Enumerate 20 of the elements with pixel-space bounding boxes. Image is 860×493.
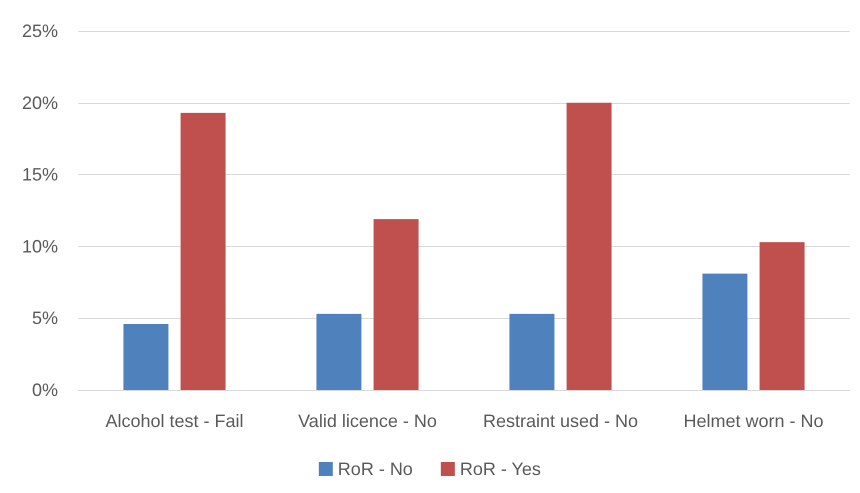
x-tick-label: Restraint used - No [482, 411, 638, 431]
bar [566, 102, 612, 390]
x-tick-label: Alcohol test - Fail [105, 411, 244, 431]
y-tick-label: 15% [22, 164, 58, 185]
legend-label: RoR - Yes [460, 459, 541, 479]
bar [316, 314, 362, 390]
bar [180, 112, 226, 390]
y-tick-label: 25% [22, 21, 58, 41]
y-tick-label: 10% [22, 236, 58, 256]
x-tick-label: Helmet worn - No [683, 411, 824, 431]
bar [509, 314, 554, 390]
y-tick-label: 20% [22, 92, 58, 113]
x-tick-label: Valid licence - No [298, 411, 437, 431]
legend-label: RoR - No [338, 459, 413, 479]
y-tick-label: 0% [32, 380, 58, 400]
y-tick-label: 5% [32, 308, 58, 328]
bar [123, 324, 168, 390]
bar [374, 219, 419, 390]
bar [760, 242, 805, 390]
bar [702, 274, 748, 390]
